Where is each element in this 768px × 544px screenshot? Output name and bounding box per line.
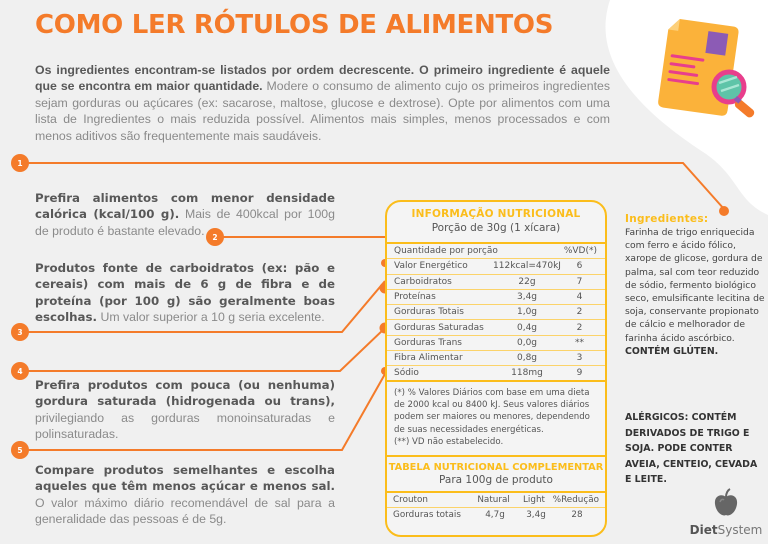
tip-sugar-salt: Compare produtos semelhantes e escolha a… <box>35 462 335 528</box>
ingredients-panel: Ingredientes: Farinha de trigo enriqueci… <box>625 213 765 358</box>
step-badge-5: 5 <box>11 441 29 459</box>
page-title: COMO LER RÓTULOS DE ALIMENTOS <box>35 10 554 40</box>
apple-icon <box>714 488 738 516</box>
header-natural: Natural <box>477 494 510 505</box>
step-badge-3: 3 <box>11 323 29 341</box>
brand-logo: DietSystem <box>684 488 768 537</box>
ingredients-title: Ingredientes: <box>625 213 709 225</box>
header-light: Light <box>523 494 545 505</box>
table-row: Gorduras Totais 1,0g 2 <box>387 305 605 321</box>
ingredients-text: Farinha de trigo enriquecida com ferro e… <box>625 227 765 344</box>
intro-normal: Modere o consumo de alimento cujo os pri… <box>35 79 610 143</box>
table-row: Fibra Alimentar 0,8g 3 <box>387 351 605 367</box>
footnote-daily-values: (*) % Valores Diários com base em uma di… <box>394 387 590 435</box>
nutrient-vd: ** <box>575 337 584 348</box>
table-row: Valor Energético 112kcal=470kJ 6 <box>387 259 605 275</box>
tip-calorie-density: Prefira alimentos com menor densidade ca… <box>35 190 335 239</box>
tip-bold: Prefira alimentos com menor densidade ca… <box>35 191 335 222</box>
intro-paragraph: Os ingredientes encontram-se listados po… <box>35 62 610 144</box>
header-reduction: %Redução <box>552 494 599 505</box>
header-vd: %VD(*) <box>563 246 597 257</box>
cell-light: 3,4g <box>526 510 546 521</box>
table-row: Gorduras totais 4,7g 3,4g 28 <box>387 508 605 523</box>
nutrient-amount: 3,4g <box>516 292 538 303</box>
nutrient-name: Carboidratos <box>394 276 452 287</box>
nutrient-vd: 4 <box>576 292 583 303</box>
nutrition-label: INFORMAÇÃO NUTRICIONAL Porção de 30g (1 … <box>385 200 607 537</box>
serving-size: Porção de 30g (1 xícara) <box>431 222 561 234</box>
nutrient-name: Gorduras Trans <box>394 337 462 348</box>
nutrient-amount: 118mg <box>511 368 543 379</box>
tip-saturated-fat: Prefira produtos com pouca (ou nenhuma) … <box>35 377 335 443</box>
nutrition-footnote: (*) % Valores Diários com base em uma di… <box>387 382 605 457</box>
footnote-vd-not-established: (**) VD não estabelecido. <box>394 437 504 448</box>
header-product: Crouton <box>393 494 428 505</box>
nutrient-name: Valor Energético <box>394 261 468 272</box>
step-badge-2: 2 <box>206 228 224 246</box>
brand-name-light: System <box>717 523 763 537</box>
nutrient-vd: 6 <box>576 261 583 272</box>
step-badge-1: 1 <box>11 154 29 172</box>
cell-natural: 4,7g <box>485 510 505 521</box>
nutrient-name: Gorduras Saturadas <box>394 322 484 333</box>
tip-bold: Produtos fonte de carboidratos (ex: pão … <box>35 261 335 325</box>
nutrient-name: Proteínas <box>394 292 436 303</box>
nutrient-name: Fibra Alimentar <box>394 353 463 364</box>
tip-normal: O valor máximo diário recomendável de sa… <box>35 495 335 527</box>
complementary-table-header: Crouton Natural Light %Redução <box>387 493 605 508</box>
nutrient-vd: 2 <box>576 322 583 333</box>
cell-reduction: 28 <box>571 510 583 521</box>
intro-bold: Os ingredientes encontram-se listados po… <box>35 63 610 94</box>
table-row: Sódio 118mg 9 <box>387 366 605 382</box>
table-row: Gorduras Trans 0,0g ** <box>387 336 605 352</box>
nutrient-vd: 3 <box>576 353 583 364</box>
tip-normal: Um valor superior a 10 g seria excelente… <box>97 310 325 325</box>
nutrient-amount: 22g <box>518 276 536 287</box>
nutrient-amount: 112kcal=470kJ <box>493 261 561 272</box>
nutrient-vd: 7 <box>576 276 583 287</box>
tip-normal: privilegiando as gorduras monoinsaturada… <box>35 410 335 442</box>
nutrition-table-header: Quantidade por porção %VD(*) <box>387 244 605 260</box>
nutrient-vd: 9 <box>576 368 583 379</box>
gluten-warning: CONTÉM GLÚTEN. <box>625 345 719 357</box>
table-row: Carboidratos 22g 7 <box>387 275 605 290</box>
nutrient-amount: 0,4g <box>516 322 538 333</box>
nutrient-vd: 2 <box>576 307 583 318</box>
step-badge-4: 4 <box>11 362 29 380</box>
allergens-warning: ALÉRGICOS: CONTÉM DERIVADOS DE TRIGO E S… <box>625 412 758 485</box>
brand-name: DietSystem <box>684 523 768 537</box>
nutrition-label-header: INFORMAÇÃO NUTRICIONAL Porção de 30g (1 … <box>387 202 605 244</box>
tip-bold: Prefira produtos com pouca (ou nenhuma) … <box>35 378 335 409</box>
nutrient-name: Gorduras Totais <box>394 307 464 318</box>
nutrient-amount: 0,8g <box>516 353 538 364</box>
complementary-table-subtitle: Para 100g de produto <box>387 474 605 493</box>
brand-name-bold: Diet <box>689 523 718 537</box>
table-row: Proteínas 3,4g 4 <box>387 290 605 306</box>
tip-bold: Compare produtos semelhantes e escolha a… <box>35 463 335 494</box>
table-row: Gorduras Saturadas 0,4g 2 <box>387 320 605 336</box>
cell-nutrient: Gorduras totais <box>393 510 461 521</box>
complementary-table-title: TABELA NUTRICIONAL COMPLEMENTAR <box>388 461 604 473</box>
nutrition-label-title: INFORMAÇÃO NUTRICIONAL <box>411 208 581 220</box>
tip-normal: Mais de 400kcal por 100g de produto é ba… <box>35 207 335 238</box>
tip-carbohydrates: Produtos fonte de carboidratos (ex: pão … <box>35 260 335 326</box>
nutrition-table: Quantidade por porção %VD(*) Valor Energ… <box>387 244 605 382</box>
nutrient-amount: 0,0g <box>516 337 538 348</box>
nutrient-name: Sódio <box>394 368 419 379</box>
header-quantity: Quantidade por porção <box>394 246 498 257</box>
document-magnifier-icon <box>658 19 755 118</box>
nutrient-amount: 1,0g <box>516 307 538 318</box>
